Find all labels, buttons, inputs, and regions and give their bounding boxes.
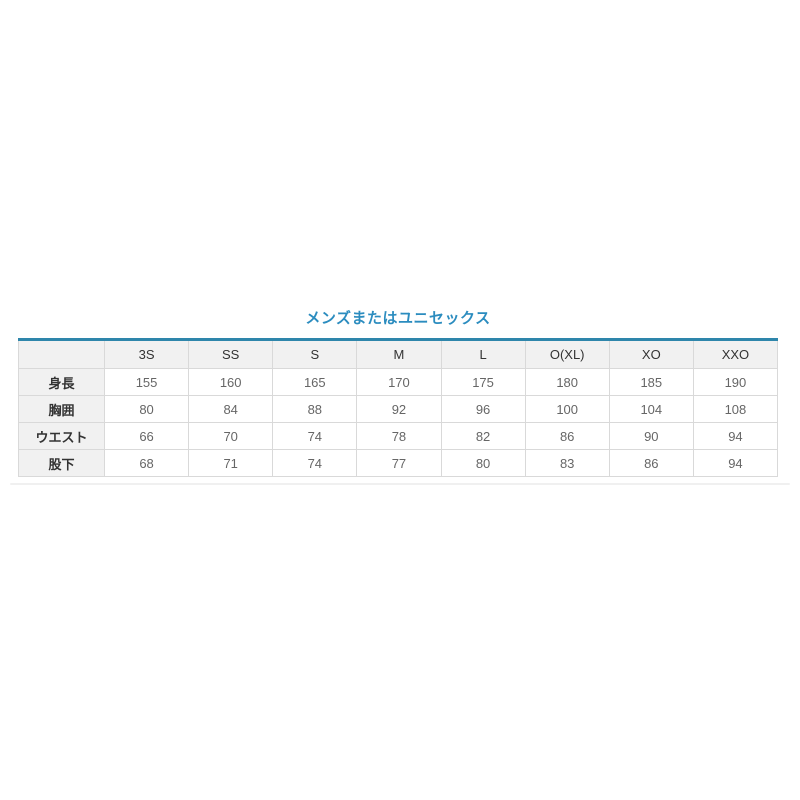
size-value-cell: 175 — [440, 368, 526, 396]
column-header-m: M — [356, 339, 442, 369]
size-value-cell: 82 — [440, 422, 526, 450]
size-value-cell: 165 — [272, 368, 358, 396]
size-table-head: 3S SS S M L O(XL) XO XXO — [18, 339, 779, 369]
size-value-cell: 92 — [356, 395, 442, 423]
column-header-s: S — [272, 339, 358, 369]
size-value-cell: 108 — [692, 395, 779, 423]
column-header-l: L — [440, 339, 526, 369]
size-value-cell: 100 — [524, 395, 610, 423]
row-label: 股下 — [18, 449, 105, 477]
section-divider — [10, 483, 790, 485]
header-row: 3S SS S M L O(XL) XO XXO — [18, 339, 779, 369]
size-value-cell: 84 — [188, 395, 274, 423]
corner-cell — [18, 339, 105, 369]
column-header-xxo: XXO — [692, 339, 779, 369]
row-label: 胸囲 — [18, 395, 105, 423]
size-value-cell: 104 — [608, 395, 694, 423]
size-value-cell: 66 — [103, 422, 190, 450]
size-value-cell: 88 — [272, 395, 358, 423]
table-row: 胸囲 80 84 88 92 96 100 104 108 — [18, 395, 779, 423]
column-header-3s: 3S — [103, 339, 190, 369]
size-value-cell: 86 — [608, 449, 694, 477]
row-label: 身長 — [18, 368, 105, 396]
size-value-cell: 80 — [440, 449, 526, 477]
column-header-ss: SS — [188, 339, 274, 369]
size-value-cell: 77 — [356, 449, 442, 477]
column-header-oxl: O(XL) — [524, 339, 610, 369]
size-value-cell: 74 — [272, 422, 358, 450]
size-value-cell: 180 — [524, 368, 610, 396]
size-value-cell: 71 — [188, 449, 274, 477]
size-value-cell: 185 — [608, 368, 694, 396]
size-chart-panel: メンズまたはユニセックス 3S SS S M L O(XL) XO XXO 身長 155 160 1… — [18, 308, 779, 477]
size-value-cell: 80 — [103, 395, 190, 423]
size-chart-table: 3S SS S M L O(XL) XO XXO 身長 155 160 165 170 175 180 18… — [18, 338, 779, 477]
row-label: ウエスト — [18, 422, 105, 450]
size-value-cell: 90 — [608, 422, 694, 450]
table-row: 股下 68 71 74 77 80 83 86 94 — [18, 449, 779, 477]
size-value-cell: 74 — [272, 449, 358, 477]
size-value-cell: 94 — [692, 449, 779, 477]
size-value-cell: 78 — [356, 422, 442, 450]
size-value-cell: 96 — [440, 395, 526, 423]
size-value-cell: 83 — [524, 449, 610, 477]
size-table-body: 身長 155 160 165 170 175 180 185 190 胸囲 80 84 88 92 96 10… — [18, 368, 779, 477]
size-value-cell: 155 — [103, 368, 190, 396]
table-row: ウエスト 66 70 74 78 82 86 90 94 — [18, 422, 779, 450]
size-value-cell: 94 — [692, 422, 779, 450]
size-chart-title: メンズまたはユニセックス — [305, 310, 491, 327]
size-value-cell: 160 — [188, 368, 274, 396]
size-value-cell: 170 — [356, 368, 442, 396]
size-value-cell: 70 — [188, 422, 274, 450]
size-value-cell: 190 — [692, 368, 779, 396]
column-header-xo: XO — [608, 339, 694, 369]
size-value-cell: 86 — [524, 422, 610, 450]
size-value-cell: 68 — [103, 449, 190, 477]
table-row: 身長 155 160 165 170 175 180 185 190 — [18, 368, 779, 396]
